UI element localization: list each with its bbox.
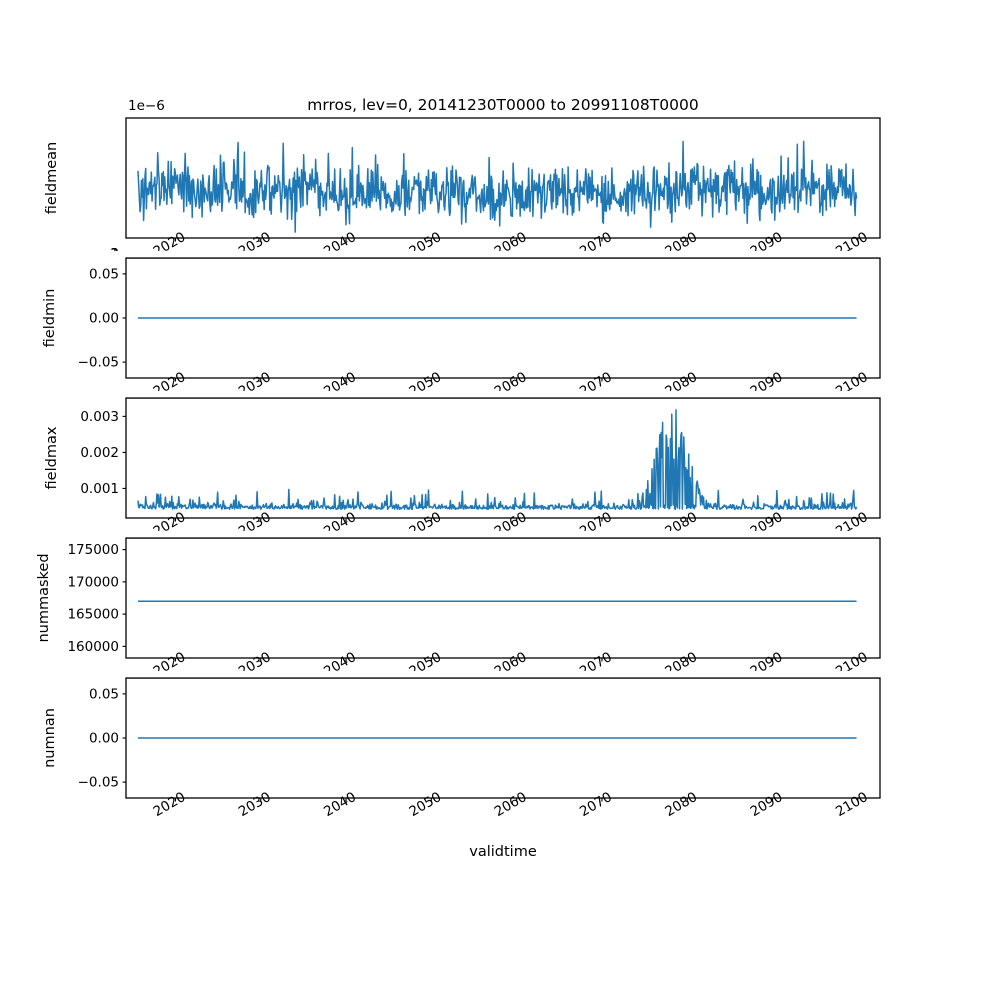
- ylabel-numnan: numnan: [42, 708, 58, 768]
- ytick-label-nummasked-1: 165000: [67, 607, 119, 623]
- figure-title: mrros, lev=0, 20141230T0000 to 20991108T…: [307, 96, 698, 114]
- xtick-label-occluder-3: [0, 531, 1000, 538]
- xtick-label-occluder-1: [0, 251, 1000, 258]
- ytick-label-numnan-1: 0.00: [89, 731, 119, 747]
- ytick-label-numnan-2: 0.05: [89, 686, 119, 702]
- xlabel: validtime: [469, 844, 537, 860]
- yaxis-offset-fieldmean: 1e−6: [128, 98, 165, 114]
- axes-frame-fieldmean: [125, 117, 881, 239]
- ytick-label-fieldmin-0: −0.05: [78, 355, 119, 371]
- xtick-label-occluder-2: [0, 391, 1000, 398]
- ytick-label-fieldmin-2: 0.05: [89, 266, 119, 282]
- ytick-label-numnan-0: −0.05: [78, 775, 119, 791]
- data-line-fieldmean: [137, 140, 858, 233]
- ylabel-fieldmax: fieldmax: [44, 426, 60, 489]
- ylabel-nummasked: nummasked: [36, 553, 52, 642]
- panel-background-fieldmax: [126, 398, 880, 518]
- ylabel-fieldmean: fieldmean: [44, 142, 60, 214]
- ytick-label-fieldmax-0: 0.001: [80, 481, 119, 497]
- panel-background-nummasked: [126, 538, 880, 658]
- xtick-label-occluder-4: [0, 671, 1000, 678]
- ytick-label-fieldmax-2: 0.003: [80, 409, 119, 425]
- ylabel-fieldmin: fieldmin: [42, 289, 58, 348]
- data-line-fieldmax: [137, 409, 858, 511]
- ytick-label-fieldmax-1: 0.002: [80, 445, 119, 461]
- ytick-label-nummasked-0: 160000: [67, 639, 119, 655]
- ytick-label-nummasked-2: 170000: [67, 574, 119, 590]
- ytick-label-nummasked-3: 175000: [67, 542, 119, 558]
- ytick-label-fieldmin-1: 0.00: [89, 311, 119, 327]
- panel-fieldmean: 123202020302040205020602070208020902100f…: [44, 98, 881, 262]
